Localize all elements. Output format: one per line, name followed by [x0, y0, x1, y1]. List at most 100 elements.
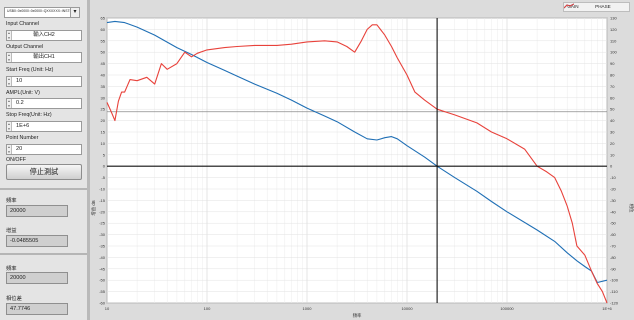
y-tick-label-right: 100	[610, 50, 617, 55]
ring-arrows-icon[interactable]: ▲ ▼	[7, 31, 12, 40]
y-tick-label-right: 120	[610, 27, 617, 32]
onoff-label: ON/OFF	[6, 157, 27, 163]
input-channel-label: Input Channel	[6, 21, 39, 27]
control-panel: USB0::0x0000::0x0000::QXXXXXX::INSTR ▾ I…	[0, 0, 87, 320]
stop-freq-value: 1E+6	[16, 123, 30, 129]
input-channel-value: 輸入CH2	[33, 32, 55, 38]
y-tick-label-left: 35	[101, 84, 106, 89]
y-tick-label-left: -5	[101, 175, 105, 180]
y-tick-label-right: 0	[610, 164, 613, 169]
increment-arrows-icon[interactable]: ▲ ▼	[7, 145, 12, 154]
ampl-label: AMPL(Unit: V)	[6, 90, 40, 96]
start-freq-value: 10	[16, 78, 23, 84]
y-tick-label-left: -25	[99, 221, 106, 226]
y-tick-label-left: 0	[103, 164, 106, 169]
y-tick-label-right: 30	[610, 130, 615, 135]
y-tick-label-right: 40	[610, 118, 615, 123]
y-tick-label-right: 90	[610, 61, 615, 66]
output-channel-ring[interactable]: ▲ ▼ 輸出CH1	[6, 52, 82, 63]
divider	[0, 188, 87, 190]
freq-indicator: 20000	[6, 205, 68, 217]
y-tick-label-right: -10	[610, 175, 617, 180]
y-tick-label-right: -60	[610, 232, 617, 237]
ampl-value: 0.2	[16, 100, 24, 106]
point-number-value: 20	[16, 146, 23, 152]
y-tick-label-left: 40	[101, 73, 106, 78]
device-select[interactable]: USB0::0x0000::0x0000::QXXXXXX::INSTR ▾	[4, 7, 80, 18]
y-tick-label-right: -40	[610, 209, 617, 214]
bode-plot: 65 60 55 50 45 40 35 30 25 20 15 10 5 0 -5 -10 -15 -20 -25…	[90, 0, 634, 320]
stop-freq-label: Stop Freq(Unit: Hz)	[6, 112, 52, 118]
y-tick-label-left: 25	[101, 107, 106, 112]
gain-label: 增益	[6, 228, 17, 234]
y-tick-label-right: -80	[610, 255, 617, 260]
x-tick-label: 10000	[401, 306, 413, 311]
ampl-input[interactable]: ▲ ▼ 0.2	[6, 98, 82, 109]
bode-chart: 65605550454035302520151050-5-10-15-20-25…	[90, 0, 634, 320]
y-tick-label-left: 20	[101, 118, 106, 123]
y-tick-label-right: -110	[610, 289, 618, 294]
input-channel-ring[interactable]: ▲ ▼ 輸入CH2	[6, 30, 82, 41]
y-tick-label-left: 65	[101, 16, 106, 21]
stop-freq-input[interactable]: ▲ ▼ 1E+6	[6, 121, 82, 132]
output-channel-value: 輸出CH1	[33, 54, 55, 60]
y-tick-label-right: 50	[610, 107, 615, 112]
increment-arrows-icon[interactable]: ▲ ▼	[7, 99, 12, 108]
x-axis-label: 頻率	[353, 312, 362, 319]
ring-arrows-icon[interactable]: ▲ ▼	[7, 53, 12, 62]
y-axis-label-left: 增益 dB	[90, 200, 97, 215]
y-tick-label-left: 50	[101, 50, 106, 55]
y-tick-label-left: -20	[99, 209, 106, 214]
phase-indicator: 47.7746	[6, 303, 68, 315]
y-tick-label-right: -20	[610, 187, 617, 192]
output-channel-label: Output Channel	[6, 44, 44, 50]
y-tick-label-left: 30	[101, 95, 106, 100]
y-tick-label-left: -60	[99, 301, 106, 306]
y-tick-label-left: 15	[101, 130, 106, 135]
x-tick-label: 10	[105, 306, 110, 311]
increment-arrows-icon[interactable]: ▲ ▼	[7, 77, 12, 86]
x-tick-label: 1000	[303, 306, 313, 311]
chevron-down-icon[interactable]: ▾	[70, 8, 79, 17]
y-tick-label-right: 70	[610, 84, 615, 89]
start-freq-label: Start Freq (Unit: Hz)	[6, 67, 54, 73]
y-tick-label-left: -35	[99, 244, 106, 249]
series-line-gain	[106, 20, 608, 284]
y-tick-label-right: 80	[610, 73, 615, 78]
y-tick-label-right: 20	[610, 141, 615, 146]
y-tick-label-left: -15	[99, 198, 106, 203]
y-axis-label-right: 相位	[628, 204, 634, 213]
increment-arrows-icon[interactable]: ▲ ▼	[7, 122, 12, 131]
y-tick-label-left: 55	[101, 38, 106, 43]
legend-phase-label: PHASE	[595, 4, 611, 9]
x-tick-label: 100	[204, 306, 211, 311]
plot-area	[106, 17, 608, 304]
y-tick-label-right: 130	[610, 16, 617, 21]
y-tick-label-right: 110	[610, 38, 617, 43]
y-tick-label-right: -120	[610, 301, 619, 306]
device-select-value: USB0::0x0000::0x0000::QXXXXXX::INSTR	[7, 9, 73, 13]
gain-indicator: -0.0485505	[6, 235, 68, 247]
divider	[0, 253, 87, 255]
start-freq-input[interactable]: ▲ ▼ 10	[6, 76, 82, 87]
y-tick-label-right: -100	[610, 278, 619, 283]
stop-test-button[interactable]: 停止測試	[6, 164, 82, 180]
y-tick-label-left: -30	[99, 232, 106, 237]
y-tick-label-left: -40	[99, 255, 106, 260]
y-tick-label-left: 10	[101, 141, 106, 146]
freq-label: 頻率	[6, 198, 17, 204]
y-tick-label-left: 45	[101, 61, 106, 66]
panel-splitter[interactable]	[87, 0, 90, 320]
legend-gain-swatch	[564, 3, 592, 10]
x-tick-label: 100000	[500, 306, 514, 311]
y-tick-label-left: -45	[99, 266, 106, 271]
y-tick-label-left: 5	[103, 152, 106, 157]
y-tick-label-left: -10	[99, 187, 106, 192]
y-tick-label-right: 60	[610, 95, 615, 100]
y-tick-label-left: -50	[99, 278, 106, 283]
phase-label: 相位差	[6, 296, 22, 302]
legend-phase-swatch	[564, 3, 624, 10]
freq2-label: 頻率	[6, 266, 17, 272]
y-tick-label-right: 10	[610, 152, 615, 157]
point-number-input[interactable]: ▲ ▼ 20	[6, 144, 82, 155]
